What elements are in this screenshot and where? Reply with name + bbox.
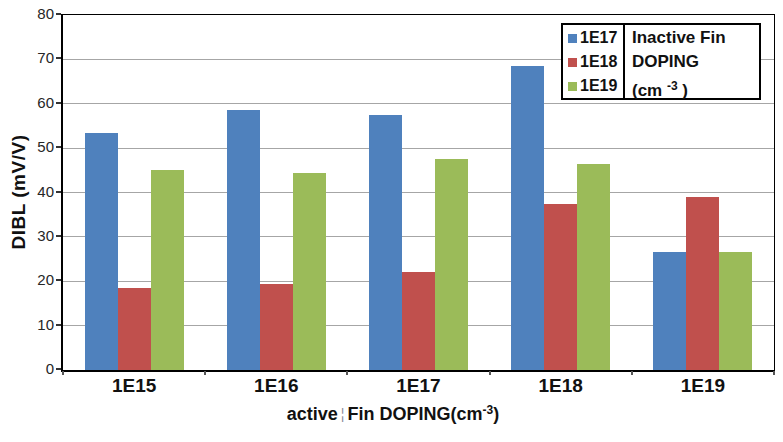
- bar-1E18-1E16: [260, 284, 293, 371]
- bar-1E18-1E17: [402, 272, 435, 370]
- y-tick-label-60: 60: [14, 94, 54, 112]
- bar-1E19-1E16: [293, 173, 326, 371]
- legend-title-line: DOPING: [632, 50, 726, 74]
- y-tick-label-10: 10: [14, 316, 54, 334]
- x-tick-label-1E19: 1E19: [632, 375, 774, 397]
- x-axis-title: active¦Fin DOPING(cm-3): [63, 403, 723, 425]
- x-axis-title-close: ): [493, 404, 499, 424]
- bar-1E17-1E18: [511, 66, 544, 370]
- bar-chart: DIBL (mV/V) 010203040506070801E151E161E1…: [0, 0, 783, 442]
- x-tick-label-1E18: 1E18: [490, 375, 632, 397]
- bar-1E17-1E19: [653, 252, 686, 370]
- legend-swatch-icon: [568, 34, 577, 43]
- bar-1E17-1E15: [85, 133, 118, 370]
- bar-1E18-1E19: [686, 197, 719, 370]
- legend-entry-label: 1E18: [580, 53, 617, 71]
- legend-entry-1E18: 1E18: [568, 50, 623, 74]
- legend-title-unit: (cm -3 ): [632, 74, 726, 103]
- x-axis-title-separator: ¦: [338, 406, 348, 422]
- x-axis-title-main: Fin DOPING(cm: [348, 404, 483, 424]
- x-axis-title-exponent: -3: [483, 403, 494, 417]
- bar-1E17-1E17: [369, 115, 402, 370]
- y-axis-title: DIBL (mV/V): [8, 135, 30, 250]
- legend-entry-1E19: 1E19: [568, 74, 623, 98]
- legend-keys: 1E17 1E18 1E19: [563, 25, 625, 98]
- bar-1E19-1E17: [435, 159, 468, 370]
- bar-1E19-1E19: [719, 252, 752, 370]
- bar-1E19-1E15: [151, 170, 184, 370]
- gridline-y50: [63, 148, 774, 149]
- legend-title: Inactive Fin DOPING (cm -3 ): [625, 25, 726, 98]
- legend-entry-label: 1E19: [580, 77, 617, 95]
- y-tick-label-80: 80: [14, 5, 54, 23]
- y-tick-label-20: 20: [14, 271, 54, 289]
- bar-1E19-1E18: [577, 164, 610, 370]
- y-tick-label-70: 70: [14, 49, 54, 67]
- legend-swatch-icon: [568, 58, 577, 67]
- legend-entry-label: 1E17: [580, 29, 617, 47]
- x-tick-label-1E17: 1E17: [347, 375, 489, 397]
- bar-1E18-1E18: [544, 204, 577, 370]
- x-tick-label-1E15: 1E15: [63, 375, 205, 397]
- x-tick-label-1E16: 1E16: [205, 375, 347, 397]
- legend-swatch-icon: [568, 82, 577, 91]
- bar-1E18-1E15: [118, 288, 151, 370]
- legend-entry-1E17: 1E17: [568, 26, 623, 50]
- legend: 1E17 1E18 1E19 Inactive Fin DOPING (cm -3 …: [561, 23, 761, 100]
- bar-1E17-1E16: [227, 110, 260, 370]
- y-tick-label-0: 0: [14, 360, 54, 378]
- legend-title-line: Inactive Fin: [632, 26, 726, 50]
- x-axis-title-prefix: active: [287, 404, 338, 424]
- gridline-y60: [63, 103, 774, 104]
